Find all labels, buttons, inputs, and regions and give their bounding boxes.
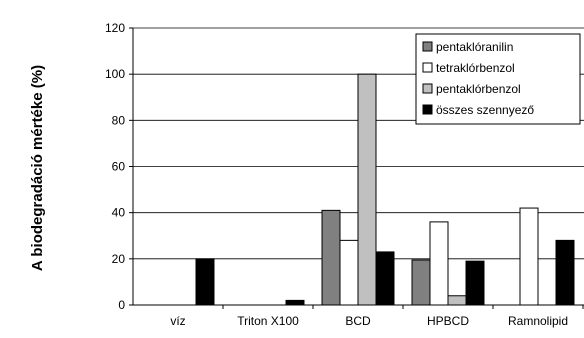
y-tick-label: 20 xyxy=(112,252,126,266)
bar xyxy=(339,239,359,306)
axes xyxy=(129,27,584,309)
y-tick-label: 60 xyxy=(112,160,126,174)
legend-label: összes szennyező xyxy=(436,103,534,117)
y-tick-label: 120 xyxy=(105,21,125,35)
bar xyxy=(357,73,377,306)
bar xyxy=(429,221,449,306)
legend-swatch xyxy=(422,62,433,73)
legend-label: pentaklórbenzol xyxy=(436,82,521,96)
x-tick-label: Triton X100 xyxy=(237,314,299,328)
x-tick-label: BCD xyxy=(345,314,371,328)
bar xyxy=(411,259,431,306)
legend-label: tetraklórbenzol xyxy=(436,61,515,75)
legend-swatch xyxy=(422,83,433,94)
y-tick-label: 40 xyxy=(112,206,126,220)
y-tick-label: 100 xyxy=(105,67,125,81)
y-tick-label: 80 xyxy=(112,113,126,127)
legend-label: pentaklóranilin xyxy=(436,40,513,54)
x-tick-label: HPBCD xyxy=(427,314,469,328)
legend-box xyxy=(415,33,581,125)
legend-swatch xyxy=(422,104,433,115)
bar xyxy=(447,295,467,306)
y-axis-title: A biodegradáció mértéke (%) xyxy=(29,65,46,271)
tick-labels: 0 20 40 60 80 100 120 víz Triton X100 BCD HPBCD Ram… xyxy=(105,21,568,328)
bar xyxy=(465,260,485,306)
bar xyxy=(321,209,341,306)
bars xyxy=(195,73,575,306)
bar xyxy=(195,258,215,306)
y-tick-label: 0 xyxy=(118,298,125,312)
x-tick-label: víz xyxy=(170,314,185,328)
bar xyxy=(519,207,539,306)
legend-swatch xyxy=(422,41,433,52)
legend: pentaklóranilin tetraklórbenzol pentaklórb… xyxy=(415,33,581,125)
bar xyxy=(555,239,575,306)
bar xyxy=(285,299,305,306)
x-tick-label: Ramnolipid xyxy=(508,314,568,328)
bar xyxy=(375,251,395,306)
